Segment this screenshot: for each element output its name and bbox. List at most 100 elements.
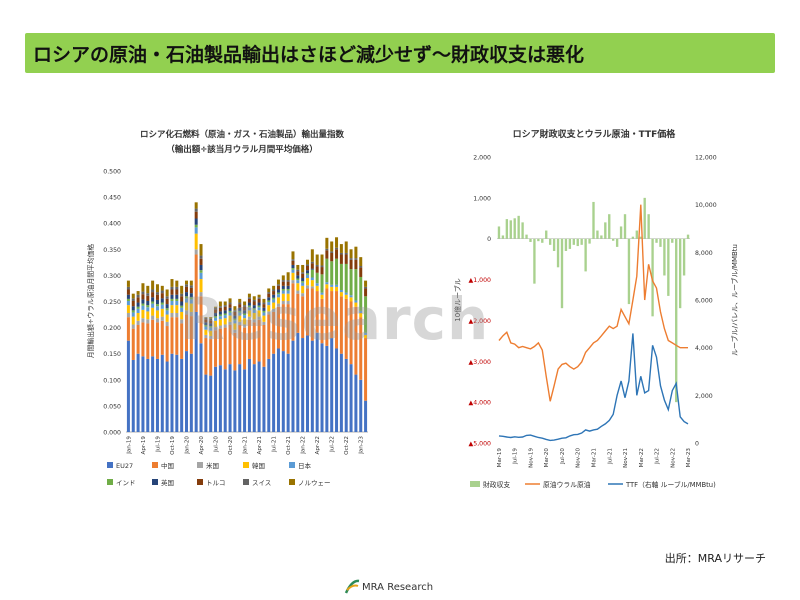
bar-segment bbox=[291, 259, 295, 261]
bar-segment bbox=[209, 330, 213, 336]
bar-segment bbox=[155, 299, 159, 305]
right-y-tick-label: ▲1,000 bbox=[469, 277, 492, 284]
bar-segment bbox=[189, 287, 193, 294]
bar-segment bbox=[151, 280, 155, 290]
bar-segment bbox=[131, 293, 135, 299]
bar-segment bbox=[141, 283, 145, 292]
bar-segment bbox=[291, 251, 295, 260]
bar-segment bbox=[247, 293, 251, 298]
bar-segment bbox=[272, 353, 276, 432]
budget-balance-bar bbox=[631, 236, 635, 239]
budget-balance-bar bbox=[623, 214, 627, 239]
bar-segment bbox=[354, 374, 358, 432]
bar-segment bbox=[344, 263, 348, 293]
bar-segment bbox=[325, 258, 329, 283]
bar-segment bbox=[301, 285, 305, 294]
bar-segment bbox=[364, 296, 368, 333]
bar-segment bbox=[199, 296, 203, 344]
bar-segment bbox=[160, 320, 164, 355]
bar-segment bbox=[175, 280, 179, 287]
bar-segment bbox=[194, 208, 198, 212]
bar-segment bbox=[349, 249, 353, 259]
bar-segment bbox=[267, 300, 271, 303]
bar-segment bbox=[131, 328, 135, 360]
bar-segment bbox=[349, 295, 353, 298]
bar-segment bbox=[180, 293, 184, 297]
bar-segment bbox=[247, 297, 251, 299]
budget-balance-bar bbox=[580, 238, 583, 245]
bar-segment bbox=[155, 292, 159, 295]
bar-segment bbox=[272, 285, 276, 290]
bar-segment bbox=[339, 353, 343, 432]
bar-segment bbox=[252, 305, 256, 309]
bar-segment bbox=[151, 297, 155, 302]
bar-segment bbox=[296, 280, 300, 284]
budget-balance-bar bbox=[556, 238, 560, 268]
bar-segment bbox=[267, 302, 271, 306]
bar-segment bbox=[194, 202, 198, 209]
bar-segment bbox=[291, 268, 295, 270]
bar-segment bbox=[131, 306, 135, 311]
bar-segment bbox=[228, 307, 232, 311]
right-x-tick-label: Nov-22 bbox=[670, 448, 676, 468]
budget-balance-bar bbox=[592, 201, 595, 239]
bar-segment bbox=[238, 315, 242, 322]
bar-segment bbox=[262, 302, 266, 305]
bar-segment bbox=[131, 312, 135, 317]
bar-segment bbox=[247, 316, 251, 320]
budget-balance-bar bbox=[552, 238, 556, 251]
budget-balance-bar bbox=[619, 226, 623, 239]
bar-segment bbox=[267, 292, 271, 294]
bar-segment bbox=[262, 315, 266, 322]
bar-segment bbox=[209, 335, 213, 340]
bar-segment bbox=[146, 300, 150, 306]
bar-segment bbox=[204, 374, 208, 432]
bar-segment bbox=[228, 324, 232, 365]
right-y-tick-label: ▲4,000 bbox=[469, 400, 492, 407]
left-x-tick-label: Jul-22 bbox=[330, 436, 336, 453]
bar-segment bbox=[272, 299, 276, 303]
bar-segment bbox=[194, 311, 198, 432]
bar-segment bbox=[330, 291, 334, 339]
budget-balance-bar bbox=[671, 238, 674, 243]
bar-segment bbox=[218, 301, 222, 307]
bar-segment bbox=[170, 289, 174, 295]
bar-segment bbox=[276, 306, 280, 349]
bar-segment bbox=[228, 364, 232, 432]
bar-segment bbox=[306, 335, 309, 432]
bar-segment bbox=[354, 269, 358, 301]
bar-segment bbox=[243, 327, 247, 370]
bar-segment bbox=[146, 358, 150, 432]
right-y-tick-label: 2,000 bbox=[473, 155, 491, 162]
bar-segment bbox=[296, 278, 300, 281]
right-y2-tick-label: 2,000 bbox=[695, 393, 713, 400]
left-x-tick-label: Jul-20 bbox=[214, 436, 220, 453]
bar-segment bbox=[194, 249, 198, 255]
bar-segment bbox=[141, 309, 145, 319]
bar-segment bbox=[306, 264, 309, 267]
left-legend-swatch bbox=[197, 479, 203, 485]
right-y-axis-label: 10億ルーブル bbox=[453, 278, 462, 322]
urals-price-line bbox=[498, 204, 688, 402]
bar-segment bbox=[204, 317, 208, 320]
bar-segment bbox=[233, 323, 237, 330]
bar-segment bbox=[267, 314, 271, 359]
bar-segment bbox=[276, 303, 280, 307]
bar-segment bbox=[262, 312, 266, 316]
left-legend-label: 日本 bbox=[298, 461, 312, 470]
bar-segment bbox=[209, 339, 213, 376]
bar-segment bbox=[306, 270, 309, 274]
bar-segment bbox=[349, 297, 353, 302]
bar-segment bbox=[146, 323, 150, 359]
left-y-tick-label: 0.050 bbox=[103, 403, 121, 410]
bar-segment bbox=[315, 264, 319, 267]
bar-segment bbox=[165, 310, 169, 315]
bar-segment bbox=[151, 356, 155, 432]
bar-segment bbox=[364, 338, 368, 401]
bar-segment bbox=[136, 294, 140, 298]
bar-segment bbox=[257, 319, 261, 362]
left-x-tick-label: Jul-21 bbox=[272, 436, 278, 453]
bar-segment bbox=[199, 292, 203, 297]
bar-segment bbox=[320, 254, 324, 266]
bar-segment bbox=[267, 311, 271, 315]
